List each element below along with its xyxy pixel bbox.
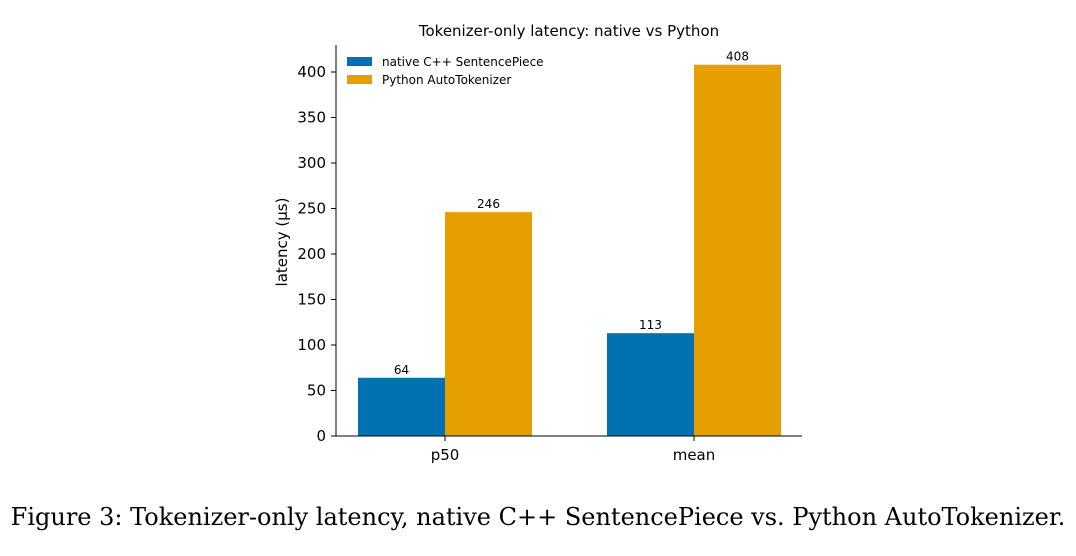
y-tick-label: 50 xyxy=(307,382,326,400)
data-label-python-p50: 246 xyxy=(477,197,500,211)
legend-swatch-python xyxy=(347,75,372,84)
legend-label-native: native C++ SentencePiece xyxy=(382,55,544,69)
x-tick-label-mean: mean xyxy=(673,446,716,464)
bar-native-mean xyxy=(607,333,694,436)
y-tick-label: 300 xyxy=(297,154,326,172)
legend: native C++ SentencePiece Python AutoToke… xyxy=(347,55,544,87)
y-tick-label: 400 xyxy=(297,63,326,81)
y-tick-label: 350 xyxy=(297,109,326,127)
legend-label-python: Python AutoTokenizer xyxy=(382,73,511,87)
bar-python-p50 xyxy=(445,212,532,436)
y-tick-label: 0 xyxy=(316,427,326,445)
y-tick-label: 200 xyxy=(297,245,326,263)
figure-caption: Figure 3: Tokenizer-only latency, native… xyxy=(10,503,1066,531)
bar-native-p50 xyxy=(358,377,445,436)
x-tick-label-p50: p50 xyxy=(431,446,460,464)
y-tick-label: 100 xyxy=(297,336,326,354)
data-label-python-mean: 408 xyxy=(726,50,749,64)
chart-title: Tokenizer-only latency: native vs Python xyxy=(418,22,719,40)
data-label-native-p50: 64 xyxy=(394,363,409,377)
data-labels-layer: 64 113 246 408 xyxy=(394,50,749,377)
bar-chart: Tokenizer-only latency: native vs Python… xyxy=(273,22,802,464)
y-ticks: 0 50 100 150 200 250 300 350 400 xyxy=(297,63,336,445)
y-tick-label: 150 xyxy=(297,291,326,309)
x-ticks: p50 mean xyxy=(431,436,716,464)
bar-python-mean xyxy=(694,64,781,436)
bars-layer xyxy=(358,64,781,436)
legend-swatch-native xyxy=(347,57,372,66)
y-axis-label: latency (µs) xyxy=(273,198,291,287)
y-tick-label: 250 xyxy=(297,200,326,218)
data-label-native-mean: 113 xyxy=(639,318,662,332)
